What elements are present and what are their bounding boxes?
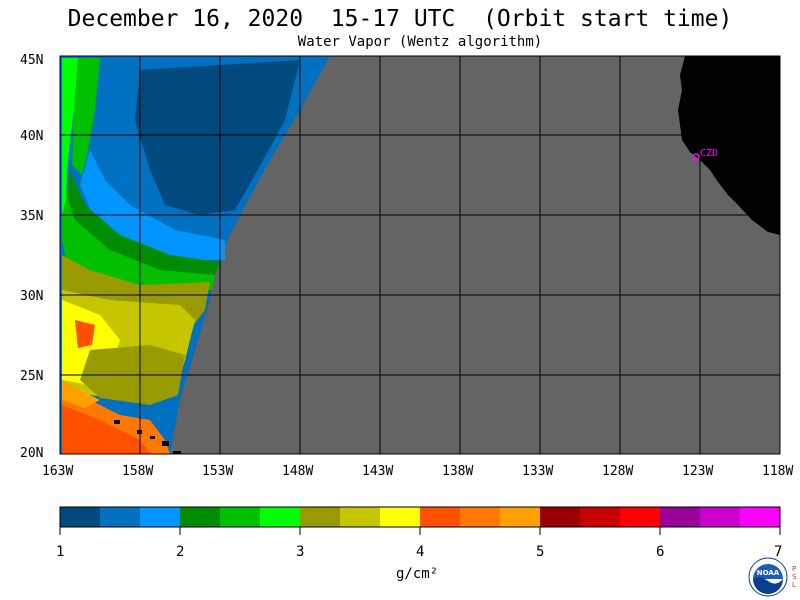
colorbar-swatch [60, 507, 101, 527]
water-vapor-swath [60, 56, 330, 454]
colorbar-swatch [380, 507, 421, 527]
lat-label: 30N [20, 289, 43, 304]
north-america-land [678, 56, 780, 235]
map-border [59, 55, 781, 455]
map-title: December 16, 2020 15-17 UTC (Orbit start… [67, 6, 733, 32]
colorbar-swatch [620, 507, 661, 527]
colorbar-tick-label: 1 [56, 544, 64, 560]
lat-lon-grid [60, 56, 780, 454]
colorbar-swatch [220, 507, 261, 527]
colorbar-swatch [260, 507, 301, 527]
colorbar-tick-label: 7 [774, 544, 782, 560]
lon-label: 128W [602, 464, 633, 479]
colorbar-swatch [100, 507, 141, 527]
lat-axis: 45N 40N 35N 30N 25N 20N [20, 53, 43, 461]
colorbar-tick-label: 3 [296, 544, 304, 560]
colorbar-swatch [700, 507, 741, 527]
lat-label: 25N [20, 369, 43, 384]
colorbar-ticks [59, 527, 781, 535]
colorbar-tick-label: 2 [176, 544, 184, 560]
colorbar-swatch [500, 507, 541, 527]
colorbar-swatch [580, 507, 621, 527]
lon-label: 133W [522, 464, 553, 479]
lon-label: 138W [442, 464, 473, 479]
colorbar [60, 507, 781, 527]
lon-label: 118W [762, 464, 793, 479]
map-plot-area [60, 56, 780, 454]
map-subtitle: Water Vapor (Wentz algorithm) [297, 34, 543, 50]
psl-mark: PSL [792, 565, 797, 589]
colorbar-swatch [180, 507, 221, 527]
lon-label: 143W [362, 464, 393, 479]
lat-label: 20N [20, 446, 43, 461]
station-label: CZD [700, 148, 718, 159]
lat-label: 35N [20, 209, 43, 224]
colorbar-swatch [420, 507, 461, 527]
lat-label: 40N [20, 129, 43, 144]
colorbar-tick-label: 6 [656, 544, 664, 560]
colorbar-swatch [540, 507, 581, 527]
colorbar-swatch [140, 507, 181, 527]
colorbar-swatch [660, 507, 701, 527]
colorbar-swatch [340, 507, 381, 527]
lon-axis: 163W 158W 153W 148W 143W 138W 133W 128W … [42, 464, 793, 479]
colorbar-tick-labels: 1 2 3 4 5 6 7 [56, 544, 782, 560]
lon-label: 163W [42, 464, 73, 479]
colorbar-tick-label: 5 [536, 544, 544, 560]
logo-text: NOAA [757, 569, 780, 577]
lon-label: 158W [122, 464, 153, 479]
colorbar-tick-label: 4 [416, 544, 424, 560]
lat-label: 45N [20, 53, 43, 68]
colorbar-unit-label: g/cm² [396, 566, 438, 582]
colorbar-swatch [740, 507, 781, 527]
noaa-logo: NOAA [748, 557, 788, 597]
colorbar-swatch [300, 507, 341, 527]
colorbar-swatch [460, 507, 501, 527]
lon-label: 148W [282, 464, 313, 479]
lon-label: 153W [202, 464, 233, 479]
lon-label: 123W [682, 464, 713, 479]
station-marker [692, 153, 700, 161]
